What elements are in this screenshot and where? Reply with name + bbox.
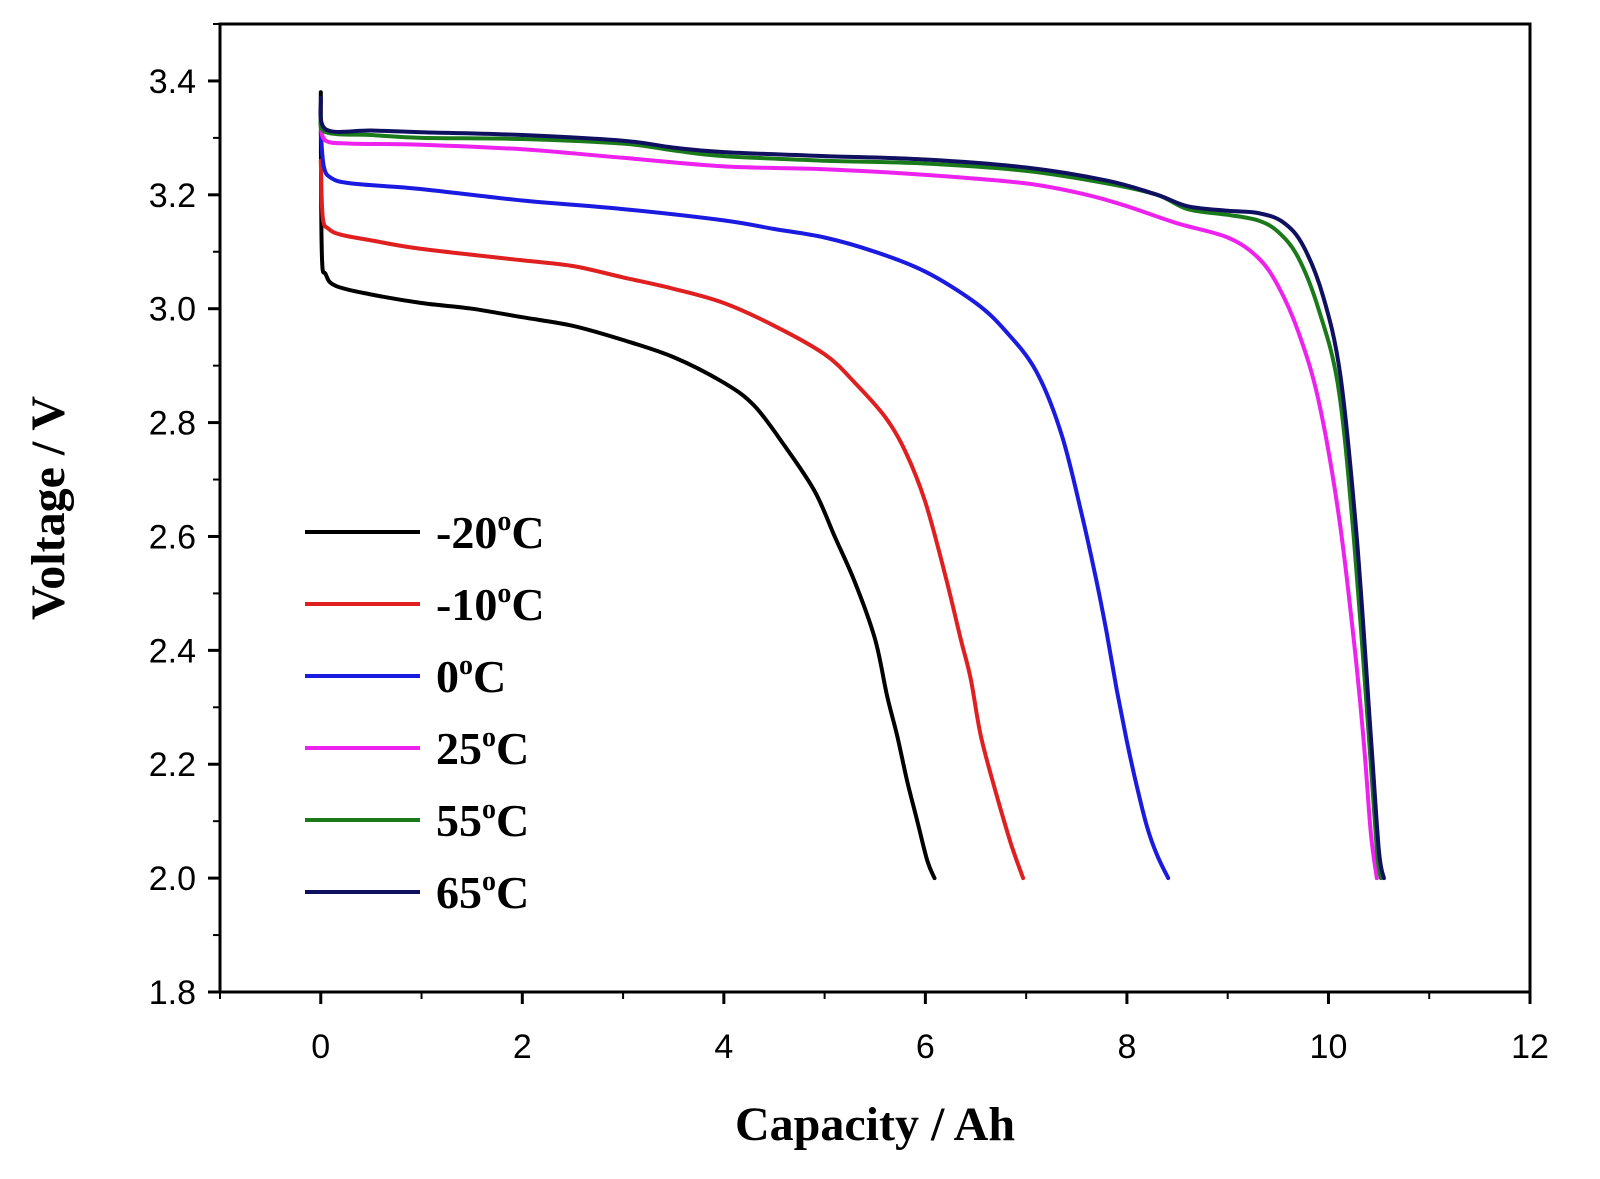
y-axis: 1.8 2.0 2.2 2.4 2.6 2.8 3.0 3.2 3.4 [149, 23, 220, 1012]
x-tick-label: 8 [1117, 1028, 1136, 1066]
y-tick-label: 3.0 [149, 291, 196, 329]
x-tick-label: 2 [513, 1028, 532, 1066]
series-line [318, 130, 1171, 881]
plot-frame [218, 22, 1532, 994]
y-tick-label: 3.2 [149, 177, 196, 215]
legend: -20oC -10oC 0oC 25oC 55oC 65oC [305, 506, 545, 918]
legend-label: 25oC [436, 722, 529, 774]
series-line [318, 124, 1379, 881]
y-axis-title: Voltage / V [22, 396, 75, 620]
series-line [318, 158, 1026, 881]
y-tick-label: 2.0 [149, 860, 196, 898]
y-tick-label: 2.4 [149, 632, 196, 670]
x-tick-label: 4 [714, 1028, 733, 1066]
x-tick-label: 12 [1511, 1028, 1549, 1066]
x-axis: 0 2 4 6 8 10 12 [219, 992, 1549, 1066]
y-tick-label: 2.8 [149, 405, 196, 443]
series-line [318, 90, 937, 881]
x-tick-label: 6 [916, 1028, 935, 1066]
y-tick-label: 3.4 [149, 63, 196, 101]
y-tick-label: 2.2 [149, 746, 196, 784]
legend-label: 0oC [436, 650, 506, 702]
x-tick-label: 10 [1310, 1028, 1348, 1066]
series-layer [318, 90, 1386, 881]
legend-label: 55oC [436, 794, 529, 846]
series-line [318, 96, 1386, 881]
y-tick-label: 1.8 [149, 974, 196, 1012]
x-tick-label: 0 [311, 1028, 330, 1066]
legend-label: -10oC [436, 578, 545, 630]
y-tick-label: 2.6 [149, 518, 196, 556]
legend-label: 65oC [436, 866, 529, 918]
legend-label: -20oC [436, 506, 545, 558]
x-axis-title: Capacity / Ah [735, 1098, 1015, 1151]
